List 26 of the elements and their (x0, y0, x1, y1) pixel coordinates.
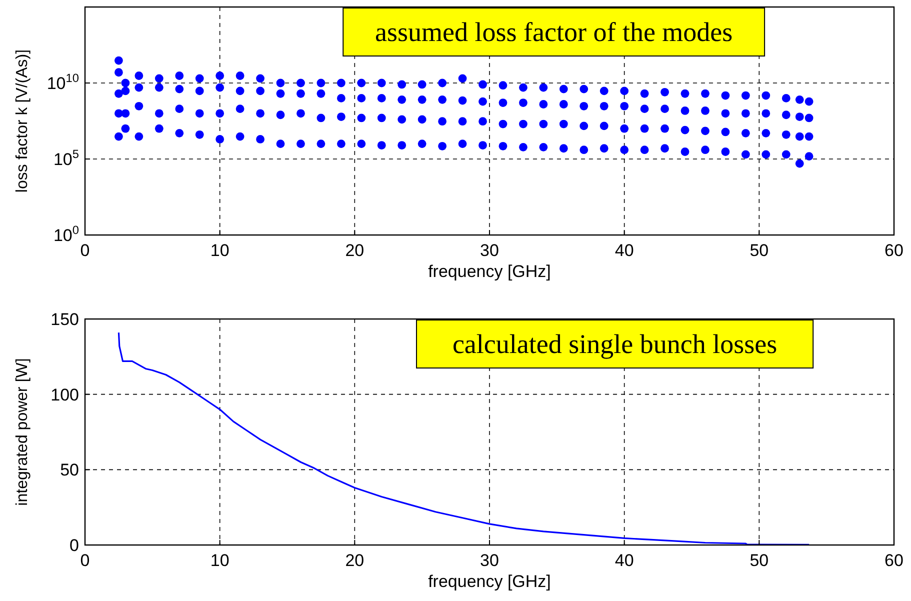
x-tick-label: 10 (210, 241, 230, 260)
y-tick-label: 100 (50, 385, 79, 404)
x-tick-label: 30 (480, 551, 499, 570)
x-tick-label: 60 (884, 551, 904, 570)
annotation: calculated single bunch losses (452, 329, 778, 359)
line-series (118, 332, 810, 546)
y-tick-label: 50 (60, 460, 79, 480)
x-tick-label: 40 (614, 241, 634, 260)
y-axis-title: loss factor k [V/(As)] (14, 49, 31, 193)
x-axis-title: frequency [GHz] (428, 262, 551, 281)
y-tick-label: 10$^{10}$ (46, 71, 80, 93)
y-tick-label: 10$^{5}$ (53, 147, 80, 169)
x-tick-label: 20 (345, 241, 364, 260)
x-tick-label: 10 (210, 551, 230, 570)
x-axis-title: frequency [GHz] (428, 572, 551, 591)
y-tick-label: 0 (70, 536, 79, 555)
x-tick-label: 30 (480, 241, 499, 260)
y-axis-title: integrated power [W] (14, 358, 31, 506)
y-tick-label: 10$^{0}$ (53, 223, 80, 245)
y-tick-label: 150 (50, 310, 79, 329)
x-tick-label: 60 (884, 241, 904, 260)
x-tick-label: 50 (750, 241, 769, 260)
x-tick-label: 50 (750, 551, 769, 570)
x-tick-label: 40 (614, 551, 634, 570)
annotation: assumed loss factor of the modes (375, 17, 733, 47)
x-tick-label: 20 (345, 551, 364, 570)
